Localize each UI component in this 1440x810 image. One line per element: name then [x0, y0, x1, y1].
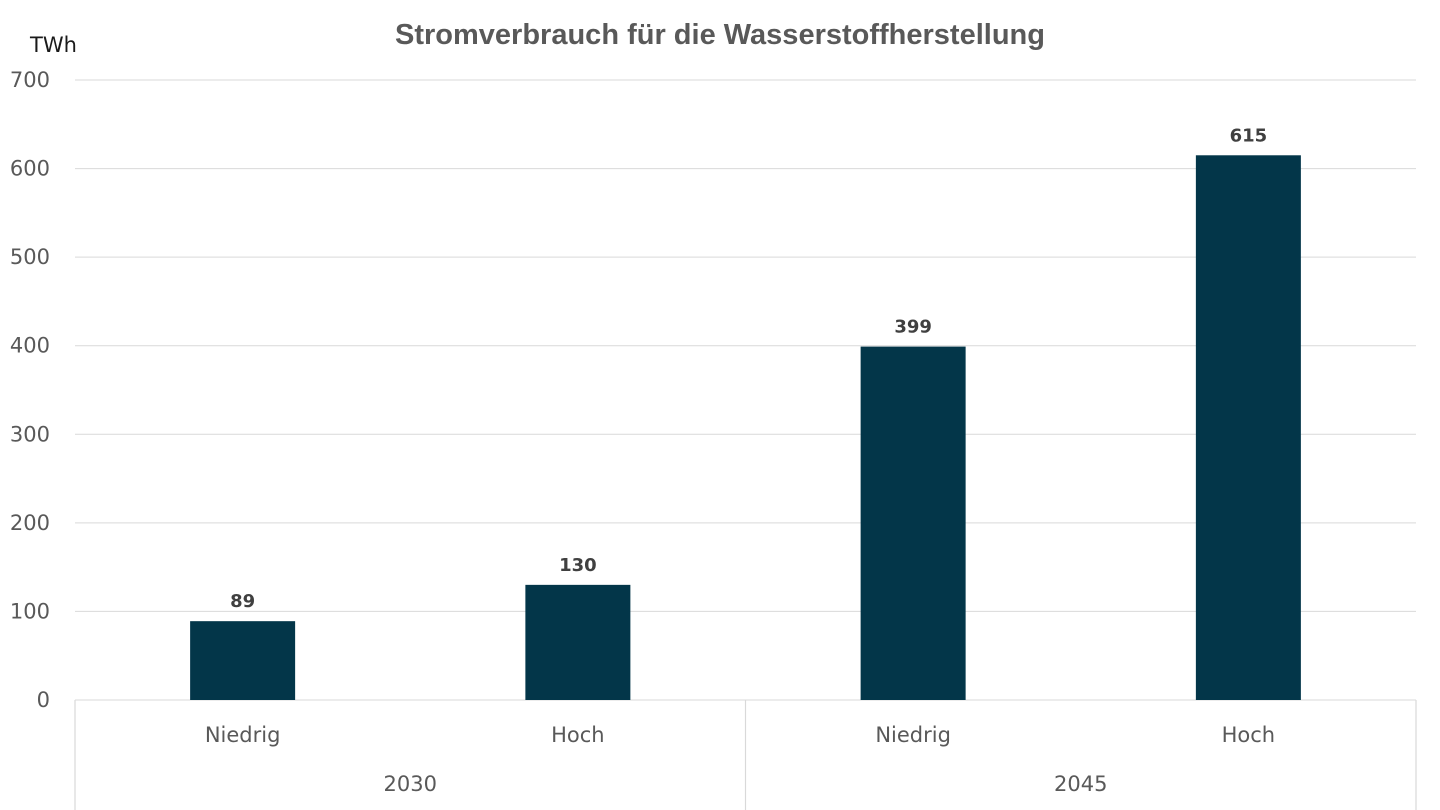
bar-2030-niedrig — [190, 621, 296, 700]
x-group-label-2045: 2045 — [1054, 772, 1107, 796]
bar-2045-hoch — [1195, 155, 1301, 701]
y-axis-ticks: 0 100 200 300 400 500 600 700 — [10, 68, 50, 712]
data-labels: 89 130 399 615 — [230, 125, 1267, 612]
chart-title: Stromverbrauch für die Wasserstoffherste… — [395, 19, 1045, 51]
data-label-2045-niedrig: 399 — [894, 317, 932, 338]
bar-2030-hoch — [525, 584, 631, 700]
bar-2045-niedrig — [860, 346, 966, 700]
x-group-label-2030: 2030 — [384, 772, 437, 796]
y-tick-label-400: 400 — [10, 334, 50, 358]
data-label-2045-hoch: 615 — [1230, 125, 1268, 146]
data-label-2030-hoch: 130 — [559, 555, 597, 576]
y-tick-label-600: 600 — [10, 157, 50, 181]
y-tick-label-700: 700 — [10, 68, 50, 92]
y-tick-label-500: 500 — [10, 245, 50, 269]
bars — [190, 155, 1301, 701]
y-tick-label-300: 300 — [10, 422, 50, 446]
x-axis: Niedrig Hoch 2030 Niedrig Hoch 2045 — [74, 700, 1417, 810]
y-tick-label-100: 100 — [10, 599, 50, 623]
y-axis-unit-label: TWh — [29, 33, 77, 57]
x-category-label-2045-hoch: Hoch — [1222, 723, 1276, 747]
x-category-label-2030-niedrig: Niedrig — [205, 723, 281, 747]
y-tick-label-200: 200 — [10, 511, 50, 535]
gridlines — [75, 79, 1416, 701]
y-tick-label-0: 0 — [37, 688, 50, 712]
x-category-label-2045-niedrig: Niedrig — [875, 723, 951, 747]
data-label-2030-niedrig: 89 — [230, 591, 255, 612]
x-category-label-2030-hoch: Hoch — [551, 723, 605, 747]
